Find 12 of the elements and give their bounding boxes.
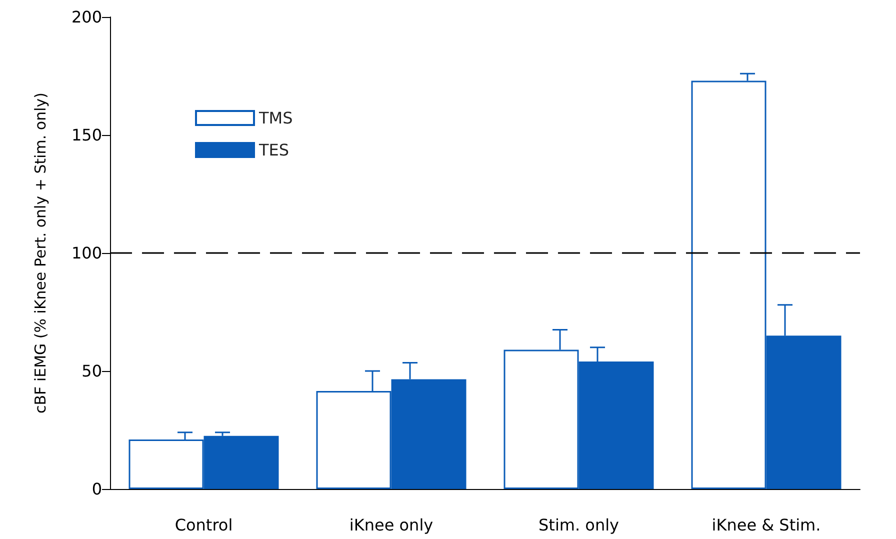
y-tick-label: 0 (92, 480, 102, 498)
x-tick-label: Control (174, 516, 233, 534)
y-tick-label: 50 (82, 362, 102, 380)
y-tick-label: 150 (71, 126, 102, 144)
y-tick-label: 200 (71, 8, 102, 26)
y-axis-title: cBF iEMG (% iKnee Pert. only + Stim. only) (32, 92, 50, 414)
legend-label: TES (258, 140, 290, 160)
x-tick-label: Stim. only (538, 516, 619, 534)
x-tick-label: iKnee only (349, 516, 434, 534)
legend-label: TMS (258, 108, 293, 128)
y-tick-label: 100 (71, 244, 102, 262)
x-tick-label: iKnee & Stim. (712, 516, 821, 534)
